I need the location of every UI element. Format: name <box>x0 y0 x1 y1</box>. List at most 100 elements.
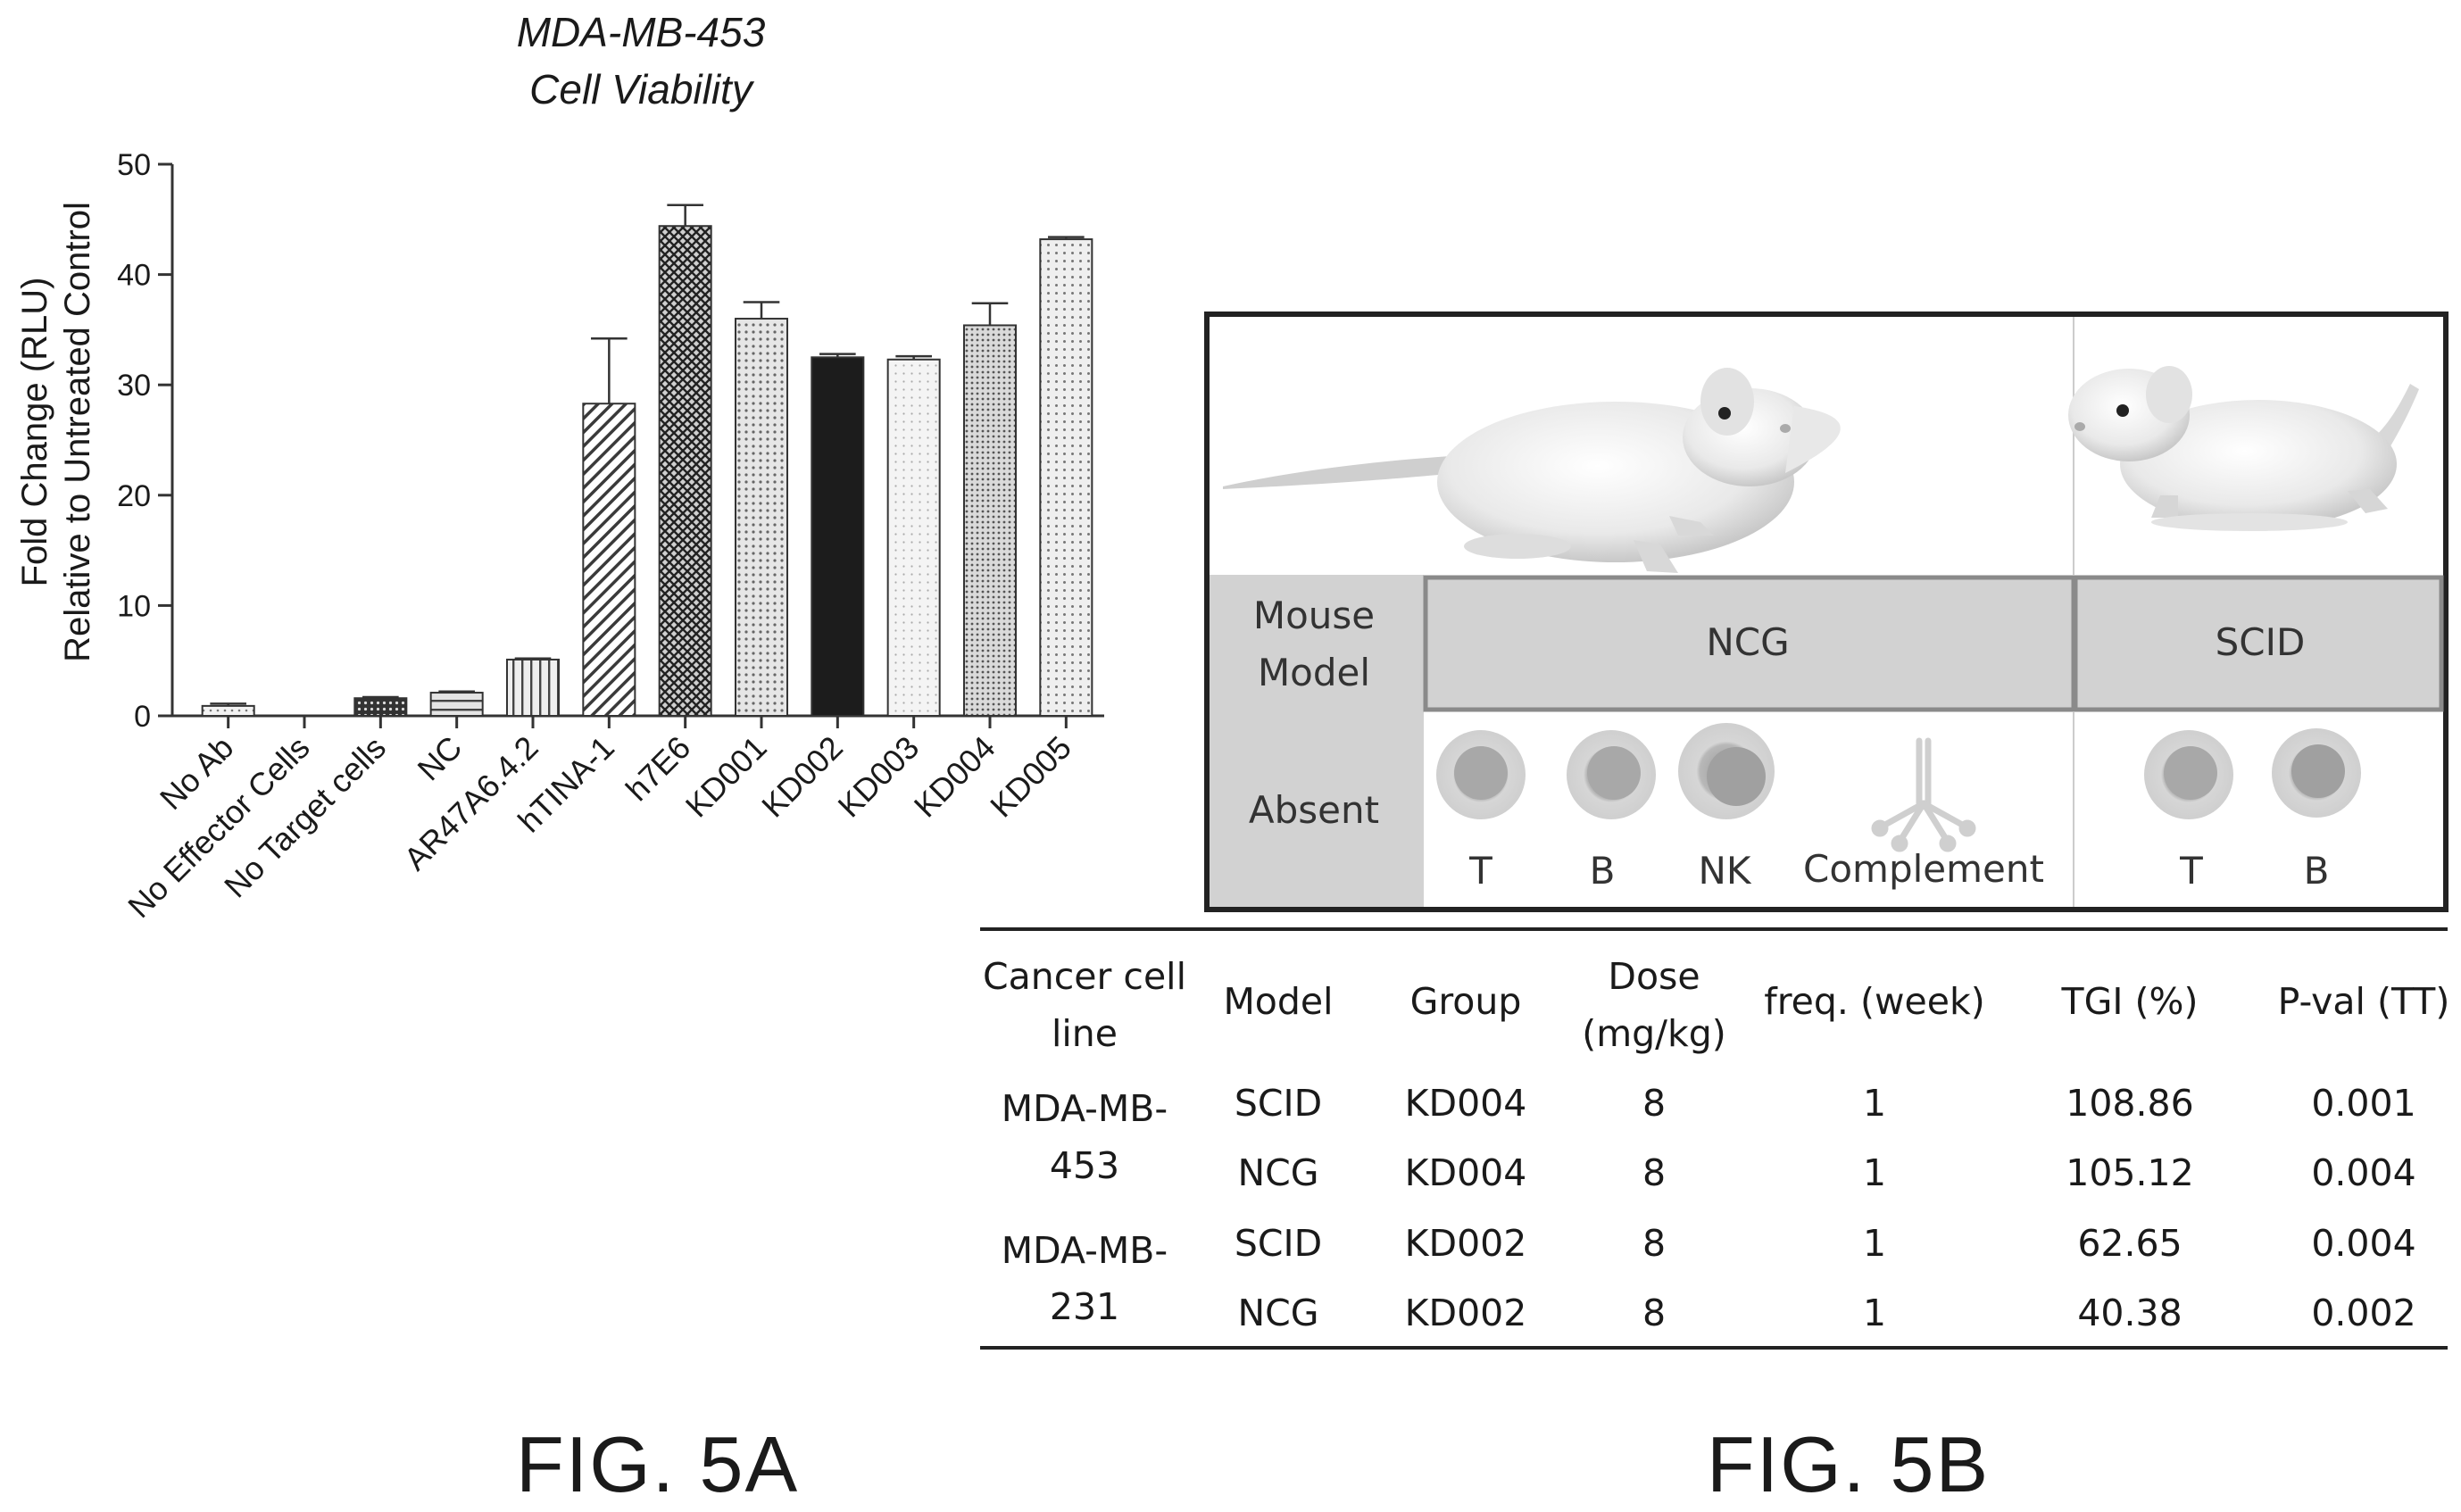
y-ticks: 0 10 20 30 40 50 <box>117 148 172 734</box>
scid-mouse-image <box>2068 366 2419 531</box>
table-cell: KD002 <box>1405 1292 1527 1334</box>
bar-no-ab <box>201 704 255 717</box>
table-cell: KD004 <box>1405 1082 1527 1125</box>
bar-kd001 <box>734 318 789 717</box>
results-table: Cancer cell line Model Group Dose (mg/kg) freq… <box>980 927 2449 1350</box>
table-header: (mg/kg) <box>1582 1012 1726 1055</box>
table-cell: 8 <box>1642 1292 1666 1334</box>
table-cell: 1 <box>1863 1151 1886 1194</box>
table-cell-line: MDA-MB- <box>1002 1229 1168 1272</box>
table-header: Model <box>1223 980 1333 1023</box>
bar-chart: MDA-MB-453 Cell Viability Fold Change (R… <box>15 9 1104 925</box>
x-tick-label: KD003 <box>830 729 926 825</box>
table-cell: 108.86 <box>2066 1082 2193 1125</box>
table-cell: 8 <box>1642 1082 1666 1125</box>
y-tick-label: 40 <box>117 259 151 293</box>
table-header: P-val (TT) <box>2278 980 2450 1023</box>
t-cell-icon <box>1436 730 1526 819</box>
figure-b-label: FIG. 5B <box>1707 1420 1991 1508</box>
table-cell: SCID <box>1235 1222 1322 1265</box>
table-header-row: Cancer cell line Model Group Dose (mg/kg) freq… <box>983 955 2449 1055</box>
table-cell: SCID <box>1235 1082 1322 1125</box>
bar-h7e6 <box>658 225 712 717</box>
y-tick-label: 20 <box>117 479 151 513</box>
row-label-absent: Absent <box>1249 788 1379 832</box>
x-tick-label: KD004 <box>907 729 1002 825</box>
nk-cell-icon <box>1678 723 1775 819</box>
b-cell-icon <box>1567 730 1656 819</box>
chart-subtitle: Cell Viability <box>529 66 755 112</box>
scid-label: SCID <box>2216 620 2306 664</box>
table-row: NCG KD004 8 1 105.12 0.004 <box>1237 1151 2415 1194</box>
ncg-band <box>1423 575 2076 712</box>
table-cell-lines: MDA-MB- 453 MDA-MB- 231 <box>1002 1087 1168 1328</box>
table-body: SCID KD004 8 1 108.86 0.001 NCG KD004 8 1 105.12 0.… <box>1235 1082 2416 1334</box>
x-tick-label: NC <box>411 729 470 788</box>
scid-t-cell-icon <box>2144 730 2233 819</box>
table-header: line <box>1052 1012 1118 1055</box>
y-axis-label: Fold Change (RLU) <box>15 278 54 587</box>
table-cell-line: 453 <box>1050 1144 1119 1187</box>
bar-htina-1 <box>582 403 636 717</box>
x-tick-label: KD001 <box>678 729 774 825</box>
table-cell: 0.004 <box>2311 1222 2415 1265</box>
table-cell-line: MDA-MB- <box>1002 1087 1168 1130</box>
table-header: Dose <box>1608 955 1700 998</box>
absent-nk-label: NK <box>1699 849 1752 893</box>
ncg-label: NCG <box>1706 620 1789 664</box>
table-cell: 105.12 <box>2066 1151 2193 1194</box>
y-axis-label-2: Relative to Untreated Control <box>58 202 97 662</box>
table-row: NCG KD002 8 1 40.38 0.002 <box>1237 1292 2415 1334</box>
table-cell: 1 <box>1863 1082 1886 1125</box>
table-cell: 1 <box>1863 1292 1886 1334</box>
table-cell: 0.002 <box>2311 1292 2415 1334</box>
table-cell: 8 <box>1642 1222 1666 1265</box>
table-cell: NCG <box>1237 1292 1318 1334</box>
mouse-model-diagram: Mouse Model Absent NCG SCID T B NK Compl… <box>1204 312 2449 912</box>
y-tick-label: 0 <box>134 700 151 734</box>
scid-b-cell-icon <box>2272 728 2361 818</box>
table-cell: 8 <box>1642 1151 1666 1194</box>
bars <box>201 204 1093 718</box>
bar-kd002 <box>811 356 865 717</box>
bar-ar47a6-4-2 <box>505 658 561 717</box>
table-header: Group <box>1410 980 1522 1023</box>
table-cell: 1 <box>1863 1222 1886 1265</box>
table-cell: KD002 <box>1405 1222 1527 1265</box>
table-cell-line: 231 <box>1050 1285 1119 1328</box>
y-tick-label: 10 <box>117 589 151 623</box>
bar-nc <box>429 692 484 718</box>
table-header: freq. (week) <box>1764 980 1984 1023</box>
bar-kd003 <box>886 358 941 717</box>
bar-kd005 <box>1039 238 1093 718</box>
table-cell: 40.38 <box>2077 1292 2182 1334</box>
table-cell: 62.65 <box>2077 1222 2182 1265</box>
absent-b-label: B <box>1590 849 1616 893</box>
label-column <box>1210 575 1424 907</box>
y-tick-label: 50 <box>117 148 151 182</box>
row-label-model: Model <box>1258 651 1370 694</box>
scid-band <box>2073 575 2444 712</box>
figure-a-label: FIG. 5A <box>516 1420 800 1508</box>
y-tick-label: 30 <box>117 369 151 403</box>
ncg-mouse-image <box>1223 368 1841 573</box>
table-row: SCID KD002 8 1 62.65 0.004 <box>1235 1222 2416 1265</box>
absent-complement-label: Complement <box>1803 847 2044 891</box>
table-row: SCID KD004 8 1 108.86 0.001 <box>1235 1082 2416 1125</box>
table-cell: 0.001 <box>2311 1082 2415 1125</box>
complement-icon <box>1871 737 1976 852</box>
table-header: Cancer cell <box>983 955 1186 998</box>
table-cell: 0.004 <box>2311 1151 2415 1194</box>
x-tick-label: KD002 <box>754 729 850 825</box>
table-cell: KD004 <box>1405 1151 1527 1194</box>
x-tick-label: KD005 <box>983 729 1078 825</box>
scid-absent-t-label: T <box>2179 849 2203 893</box>
row-label-mouse: Mouse <box>1253 594 1375 637</box>
bar-no-target-cells <box>353 697 408 717</box>
table-header: TGI (%) <box>2061 980 2199 1023</box>
bar-kd004 <box>962 324 1018 717</box>
chart-title: MDA-MB-453 <box>517 9 766 55</box>
absent-t-label: T <box>1468 849 1492 893</box>
